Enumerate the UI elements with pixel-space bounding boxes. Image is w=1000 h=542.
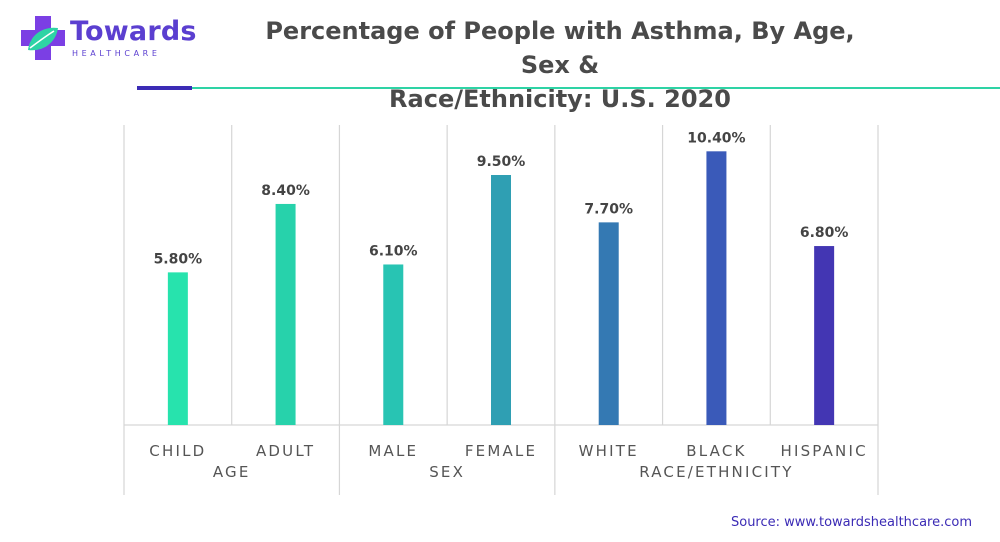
- bar-adult: [275, 203, 296, 425]
- chart-labels: 5.80% CHILD 8.40% ADULT 6.10% MALE 9.50% FEMALE…: [149, 130, 867, 481]
- title-underline-line: [192, 87, 1000, 89]
- medical-cross-leaf-icon: [21, 16, 65, 60]
- category-tick-label: HISPANIC: [780, 442, 867, 460]
- title-underline-accent: [137, 86, 192, 90]
- data-label: 7.70%: [584, 201, 633, 217]
- source-note: Source: www.towardshealthcare.com: [730, 515, 972, 530]
- bar-hispanic: [814, 246, 835, 425]
- logo-subtitle: HEALTHCARE: [72, 49, 161, 58]
- data-label: 8.40%: [261, 183, 310, 199]
- bar-child: [167, 272, 188, 425]
- category-tick-label: ADULT: [256, 442, 315, 460]
- chart-grid: [123, 125, 879, 495]
- bar-black: [706, 151, 727, 425]
- category-tick-label: MALE: [368, 442, 418, 460]
- group-label: RACE/ETHNICITY: [639, 463, 793, 481]
- category-tick-label: BLACK: [686, 442, 746, 460]
- data-label: 6.80%: [800, 225, 849, 241]
- data-label: 6.10%: [369, 243, 418, 259]
- category-tick-label: WHITE: [579, 442, 639, 460]
- group-label: SEX: [429, 463, 465, 481]
- group-label: AGE: [213, 463, 251, 481]
- category-tick-label: CHILD: [149, 442, 206, 460]
- chart-title-line2: Race/Ethnicity: U.S. 2020: [389, 85, 731, 113]
- logo-name: Towards: [70, 16, 197, 47]
- chart-title: Percentage of People with Asthma, By Age…: [250, 14, 870, 116]
- category-tick-label: FEMALE: [465, 442, 537, 460]
- bar-white: [598, 222, 619, 425]
- data-label: 10.40%: [687, 130, 745, 146]
- data-label: 5.80%: [154, 251, 203, 267]
- chart-bars: [167, 151, 835, 425]
- data-label: 9.50%: [477, 154, 526, 170]
- chart-title-line1: Percentage of People with Asthma, By Age…: [265, 17, 855, 79]
- bar-male: [383, 264, 404, 425]
- towards-healthcare-logo: Towards HEALTHCARE: [20, 14, 196, 70]
- title-underline: [0, 86, 1000, 90]
- bar-female: [491, 175, 511, 425]
